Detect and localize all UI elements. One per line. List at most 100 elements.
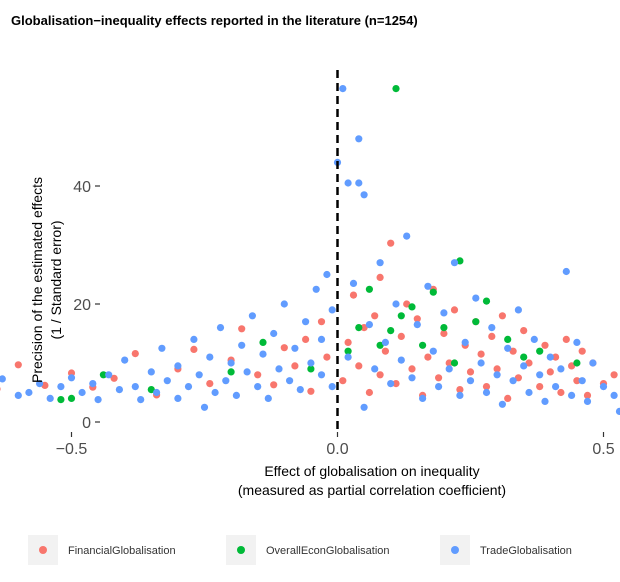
point-overall-econ-globalisation	[472, 318, 480, 326]
point-overall-econ-globalisation	[227, 368, 235, 376]
legend-label-overall-econ-globalisation: OverallEconGlobalisation	[266, 545, 390, 557]
point-financial-globalisation	[466, 368, 475, 376]
point-trade-globalisation	[14, 391, 22, 399]
point-financial-globalisation	[344, 338, 352, 346]
point-trade-globalisation	[546, 353, 554, 361]
point-financial-globalisation	[323, 353, 331, 361]
point-financial-globalisation	[520, 327, 528, 335]
point-trade-globalisation	[419, 394, 427, 402]
x-tick-label: 0.0	[326, 441, 348, 458]
point-financial-globalisation	[541, 341, 549, 349]
legend-label-trade-globalisation: TradeGlobalisation	[480, 545, 572, 557]
point-trade-globalisation	[147, 368, 155, 376]
point-trade-globalisation	[381, 338, 389, 346]
point-trade-globalisation	[387, 380, 395, 388]
point-trade-globalisation	[360, 191, 368, 199]
point-financial-globalisation	[381, 347, 389, 355]
point-trade-globalisation	[440, 309, 448, 317]
point-trade-globalisation	[477, 359, 485, 367]
point-trade-globalisation	[509, 377, 517, 385]
point-overall-econ-globalisation	[259, 338, 267, 346]
point-financial-globalisation	[392, 380, 400, 388]
point-financial-globalisation	[365, 388, 373, 397]
point-trade-globalisation	[557, 365, 565, 373]
point-financial-globalisation	[509, 347, 517, 355]
point-overall-econ-globalisation	[344, 347, 352, 355]
point-overall-econ-globalisation	[573, 359, 581, 367]
point-overall-econ-globalisation	[147, 386, 155, 394]
point-overall-econ-globalisation	[504, 335, 512, 343]
point-overall-econ-globalisation	[307, 365, 315, 373]
point-financial-globalisation	[482, 383, 491, 391]
point-overall-econ-globalisation	[99, 371, 107, 379]
point-trade-globalisation	[482, 388, 491, 397]
legend-marker-overall-econ-globalisation	[237, 546, 245, 554]
point-financial-globalisation	[477, 350, 485, 358]
y-axis-label-line1: Precision of the estimated effects	[29, 177, 45, 383]
point-financial-globalisation	[573, 377, 581, 385]
y-axis: 0 20 40	[73, 179, 100, 432]
point-financial-globalisation	[397, 332, 405, 340]
point-trade-globalisation	[328, 306, 336, 314]
point-financial-globalisation	[408, 365, 416, 373]
point-trade-globalisation	[349, 279, 358, 287]
point-trade-globalisation	[174, 362, 182, 370]
x-axis: −0.50.00.51.0	[56, 432, 615, 458]
point-trade-globalisation	[376, 259, 384, 267]
point-trade-globalisation	[344, 353, 352, 361]
point-financial-globalisation	[355, 362, 363, 370]
point-overall-econ-globalisation	[57, 396, 65, 404]
point-trade-globalisation	[89, 380, 97, 388]
point-financial-globalisation	[583, 391, 592, 399]
point-trade-globalisation	[227, 359, 235, 367]
point-overall-econ-globalisation	[67, 394, 76, 402]
point-financial-globalisation	[552, 353, 560, 361]
point-financial-globalisation	[131, 350, 139, 358]
point-financial-globalisation	[450, 306, 459, 314]
point-trade-globalisation	[174, 394, 182, 402]
point-trade-globalisation	[568, 391, 576, 399]
point-trade-globalisation	[195, 371, 203, 379]
point-trade-globalisation	[67, 374, 76, 382]
point-trade-globalisation	[286, 377, 294, 385]
point-financial-globalisation	[546, 368, 554, 376]
point-trade-globalisation	[190, 335, 198, 343]
y-tick-label: 20	[73, 297, 91, 314]
point-financial-globalisation	[0, 387, 1, 391]
point-trade-globalisation	[211, 388, 219, 397]
point-trade-globalisation	[408, 374, 416, 382]
point-overall-econ-globalisation	[365, 285, 373, 293]
point-financial-globalisation	[307, 387, 315, 395]
point-financial-globalisation	[488, 332, 496, 340]
point-trade-globalisation	[25, 388, 33, 397]
point-trade-globalisation	[573, 338, 581, 346]
point-trade-globalisation	[131, 383, 139, 391]
x-axis-label-line1: Effect of globalisation on inequality	[264, 463, 479, 479]
point-financial-globalisation	[557, 388, 565, 397]
point-trade-globalisation	[360, 403, 368, 411]
point-trade-globalisation	[610, 391, 618, 399]
point-overall-econ-globalisation	[392, 85, 400, 93]
x-tick-label: 0.5	[592, 441, 614, 458]
point-trade-globalisation	[435, 383, 443, 391]
point-financial-globalisation	[291, 362, 299, 370]
point-trade-globalisation	[36, 380, 44, 388]
point-trade-globalisation	[504, 344, 512, 352]
point-trade-globalisation	[105, 371, 113, 379]
point-trade-globalisation	[153, 388, 161, 397]
point-financial-globalisation	[14, 361, 22, 369]
point-trade-globalisation	[248, 312, 256, 320]
point-trade-globalisation	[317, 371, 326, 379]
point-trade-globalisation	[0, 375, 6, 383]
point-overall-econ-globalisation	[536, 347, 544, 355]
point-financial-globalisation	[504, 394, 512, 402]
point-overall-econ-globalisation	[440, 324, 448, 332]
point-trade-globalisation	[466, 377, 475, 385]
point-trade-globalisation	[450, 259, 459, 267]
point-trade-globalisation	[599, 383, 608, 391]
point-trade-globalisation	[302, 318, 310, 326]
point-trade-globalisation	[243, 368, 251, 376]
point-trade-globalisation	[424, 282, 432, 290]
point-trade-globalisation	[158, 344, 166, 352]
point-financial-globalisation	[562, 335, 570, 343]
